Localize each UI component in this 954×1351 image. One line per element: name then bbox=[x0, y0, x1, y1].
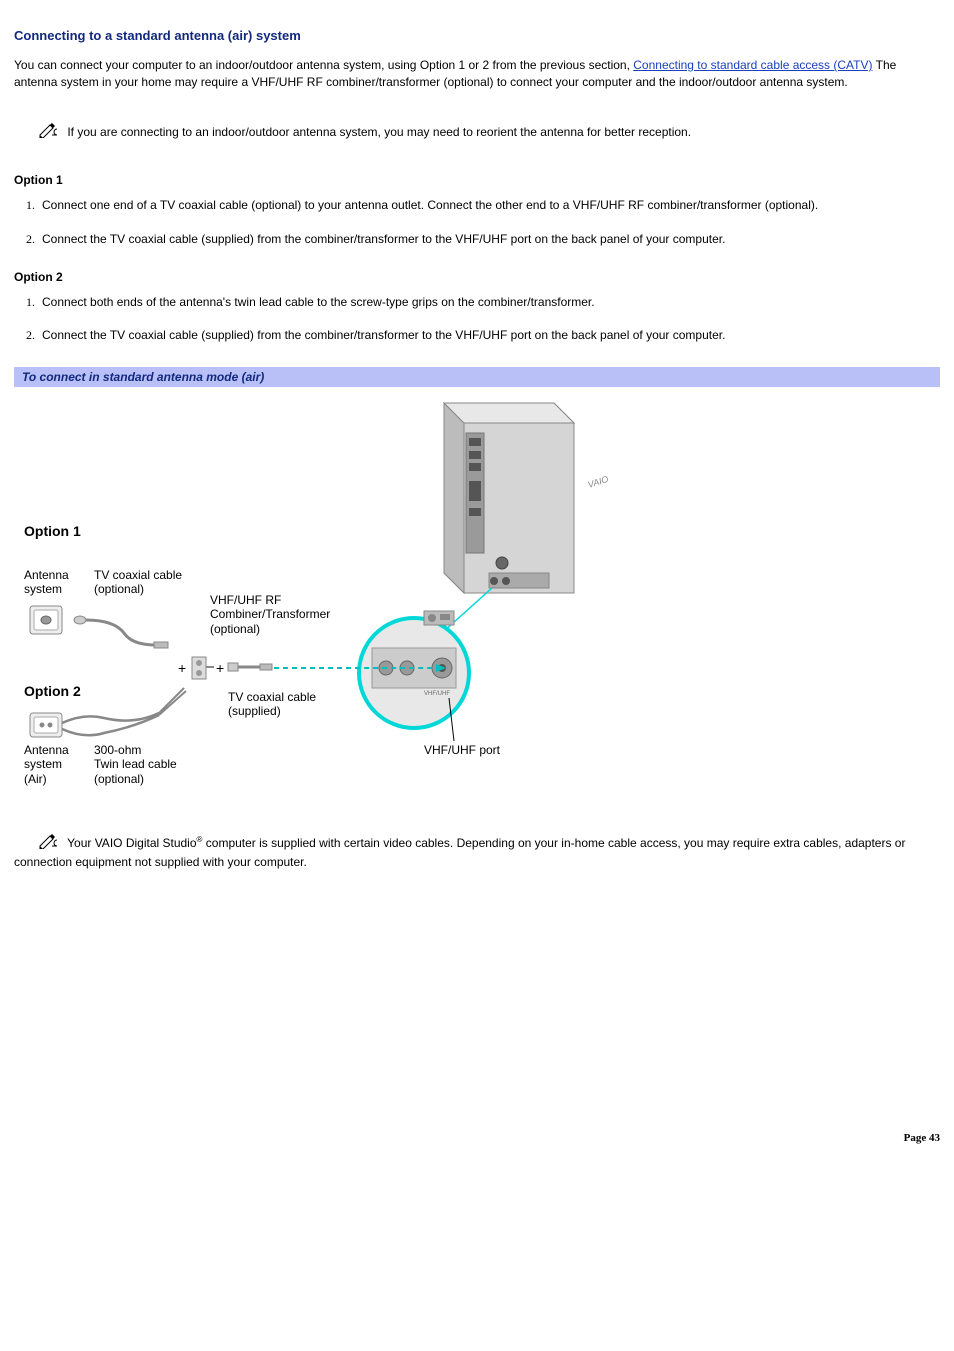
diagram-vhf-port-label: VHF/UHF port bbox=[424, 743, 500, 757]
connection-diagram: VAIO VHF/UHF + bbox=[14, 393, 634, 803]
diagram-vhf-uhf-rf-label: VHF/UHF RF Combiner/Transformer (optiona… bbox=[210, 593, 330, 636]
intro-text-1: You can connect your computer to an indo… bbox=[14, 58, 633, 72]
svg-text:VHF/UHF: VHF/UHF bbox=[424, 691, 450, 697]
note-2: Your VAIO Digital Studio® computer is su… bbox=[14, 833, 940, 872]
pencil-icon bbox=[38, 833, 60, 854]
list-item: Connect the TV coaxial cable (supplied) … bbox=[38, 327, 940, 344]
page-number: Page 43 bbox=[14, 1132, 940, 1144]
option-1-list: Connect one end of a TV coaxial cable (o… bbox=[38, 197, 940, 248]
diagram-antenna-system-label: Antenna system bbox=[24, 568, 69, 597]
list-item: Connect one end of a TV coaxial cable (o… bbox=[38, 197, 940, 214]
list-item: Connect the TV coaxial cable (supplied) … bbox=[38, 231, 940, 248]
diagram-tv-coax-supplied-label: TV coaxial cable (supplied) bbox=[228, 690, 316, 719]
intro-paragraph: You can connect your computer to an indo… bbox=[14, 57, 940, 92]
diagram-tv-coax-optional-label: TV coaxial cable (optional) bbox=[94, 568, 182, 597]
option-1-heading: Option 1 bbox=[14, 173, 940, 187]
svg-text:+: + bbox=[216, 660, 224, 676]
diagram-antenna-system-air-label: Antenna system (Air) bbox=[24, 743, 69, 786]
option-2-heading: Option 2 bbox=[14, 270, 940, 284]
list-item: Connect both ends of the antenna's twin … bbox=[38, 294, 940, 311]
catv-link[interactable]: Connecting to standard cable access (CAT… bbox=[633, 58, 872, 72]
diagram-option2-label: Option 2 bbox=[24, 683, 81, 700]
page-title: Connecting to a standard antenna (air) s… bbox=[14, 28, 940, 43]
note-1: If you are connecting to an indoor/outdo… bbox=[14, 122, 940, 143]
svg-text:VAIO: VAIO bbox=[587, 474, 610, 490]
note-2-text-1: Your VAIO Digital Studio bbox=[64, 836, 197, 850]
svg-text:+: + bbox=[178, 660, 186, 676]
diagram-banner: To connect in standard antenna mode (air… bbox=[14, 367, 940, 387]
pencil-icon bbox=[38, 122, 60, 143]
note-1-text: If you are connecting to an indoor/outdo… bbox=[64, 125, 691, 139]
option-2-list: Connect both ends of the antenna's twin … bbox=[38, 294, 940, 345]
diagram-option1-label: Option 1 bbox=[24, 523, 81, 540]
diagram-twin-lead-label: 300-ohm Twin lead cable (optional) bbox=[94, 743, 177, 786]
